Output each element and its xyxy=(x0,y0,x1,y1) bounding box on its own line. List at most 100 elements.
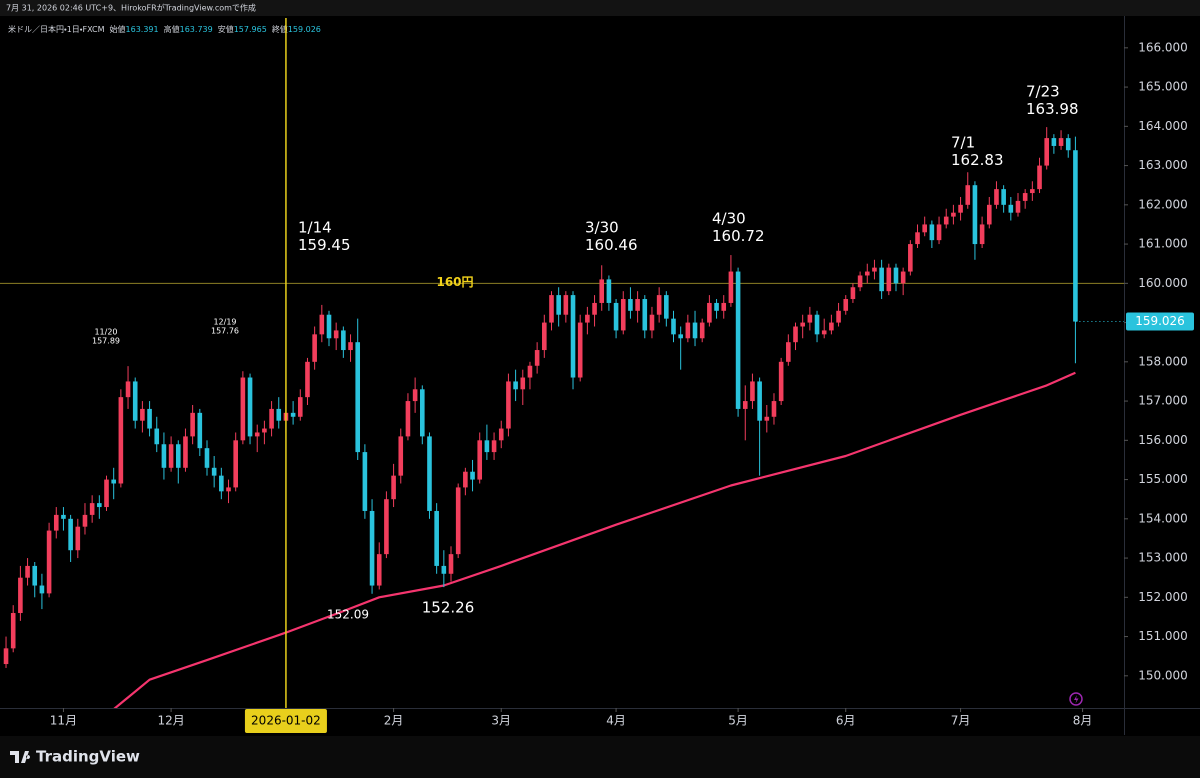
annotation-price: 160.46 xyxy=(585,236,638,254)
credit-bar xyxy=(0,0,1200,16)
annotation-price: 160.72 xyxy=(712,227,765,245)
candle-body xyxy=(563,295,569,315)
candle-body xyxy=(979,224,985,245)
candle-body xyxy=(412,389,418,402)
candle-body xyxy=(671,318,676,335)
candle-body xyxy=(10,613,16,649)
candle-body xyxy=(125,381,131,398)
candle-body xyxy=(649,314,655,331)
candle-body xyxy=(836,310,841,323)
candle-body xyxy=(3,648,9,665)
candle-body xyxy=(1037,165,1042,190)
annotation-date: 1/14 xyxy=(298,219,332,237)
candle-body xyxy=(527,365,533,378)
y-tick-label: 158.000 xyxy=(1138,354,1188,368)
candle-body xyxy=(542,322,547,351)
candle-body xyxy=(405,401,411,437)
y-tick-label: 157.000 xyxy=(1138,394,1188,408)
candle-body xyxy=(75,526,81,551)
legend-text: 163.391 xyxy=(126,25,159,34)
candle-body xyxy=(908,244,913,272)
candle-body xyxy=(427,436,432,511)
brand: TradingView xyxy=(36,748,140,766)
candle-body xyxy=(699,322,705,339)
x-tick-label: 5月 xyxy=(728,714,748,728)
candle-body xyxy=(132,381,138,421)
legend-text: 始値 xyxy=(110,24,126,34)
annotation-date: 7/1 xyxy=(951,134,975,152)
candle-body xyxy=(391,475,396,500)
brand-logo: TradingView xyxy=(10,748,140,766)
candle-body xyxy=(254,432,260,437)
candle-body xyxy=(778,361,784,402)
candle-body xyxy=(943,216,949,225)
candle-body xyxy=(247,377,253,437)
candle-body xyxy=(886,267,892,292)
credit: 7月 31, 2026 02:46 UTC+9、HirokoFRがTrading… xyxy=(6,3,256,13)
candle-body xyxy=(398,436,404,476)
candle-body xyxy=(312,334,317,362)
x-tick-label: 11月 xyxy=(50,714,77,728)
legend-text: 安値 xyxy=(218,24,234,34)
candle-body xyxy=(276,408,282,421)
candle-body xyxy=(434,510,439,566)
candle-body xyxy=(592,302,597,315)
legend-text: 終値 xyxy=(272,24,288,34)
logo-mark xyxy=(10,751,31,763)
annotation-date: 7/23 xyxy=(1026,83,1060,101)
candle-body xyxy=(915,232,920,245)
candle-body xyxy=(1051,138,1057,146)
candle-body xyxy=(498,428,504,441)
annotation-date: 3/30 xyxy=(585,219,619,237)
candle-body xyxy=(570,295,576,378)
legend-text: 163.739 xyxy=(180,25,213,34)
y-tick-label: 155.000 xyxy=(1138,472,1188,486)
candle-body xyxy=(692,322,698,339)
candle-body xyxy=(728,271,734,303)
y-tick-label: 165.000 xyxy=(1138,80,1188,94)
candle-body xyxy=(161,444,167,468)
candle-body xyxy=(857,275,863,288)
candle-body xyxy=(384,499,389,555)
candle-body xyxy=(484,440,490,453)
legend-text: 米ドル／日本円・1日・FXCM xyxy=(8,24,105,34)
legend-text: 157.965 xyxy=(234,25,267,34)
y-tick-label: 161.000 xyxy=(1138,237,1188,251)
candle-body xyxy=(958,204,963,213)
y-tick-label: 151.000 xyxy=(1138,629,1188,643)
candle-body xyxy=(929,224,935,241)
y-tick-label: 166.000 xyxy=(1138,40,1188,54)
footer xyxy=(0,736,1200,778)
y-tick-label: 152.000 xyxy=(1138,590,1188,604)
candle-body xyxy=(821,330,827,335)
y-tick-label: 150.000 xyxy=(1138,668,1188,682)
candle-body xyxy=(1065,138,1071,151)
annotation-date: 4/30 xyxy=(712,210,746,228)
candle-body xyxy=(348,342,353,351)
candle-body xyxy=(742,401,748,409)
last-price-bg xyxy=(1126,312,1194,331)
x-tick-label: 4月 xyxy=(606,714,626,728)
annotation-price: 157.76 xyxy=(211,327,239,336)
candle-body xyxy=(305,361,310,398)
candle-body xyxy=(219,475,224,492)
candle-body xyxy=(97,503,102,508)
plot-area xyxy=(0,127,1124,708)
level-label: 160円 xyxy=(436,275,473,289)
moving-average xyxy=(113,371,1076,708)
candle-body xyxy=(599,279,605,303)
candle-body xyxy=(771,401,777,417)
annotation-price: 159.45 xyxy=(298,236,351,254)
candle-body xyxy=(707,302,712,323)
y-tick-label: 164.000 xyxy=(1138,119,1188,133)
candle-body xyxy=(183,436,188,468)
candle-body xyxy=(441,565,447,574)
candle-body xyxy=(620,299,626,331)
candle-body xyxy=(326,314,332,339)
candle-body xyxy=(68,518,73,551)
alert-circle xyxy=(1069,692,1083,706)
candle-body xyxy=(448,554,454,574)
candle-body xyxy=(986,204,992,225)
candle-body xyxy=(341,330,346,351)
annotation-price: 157.89 xyxy=(92,337,120,346)
